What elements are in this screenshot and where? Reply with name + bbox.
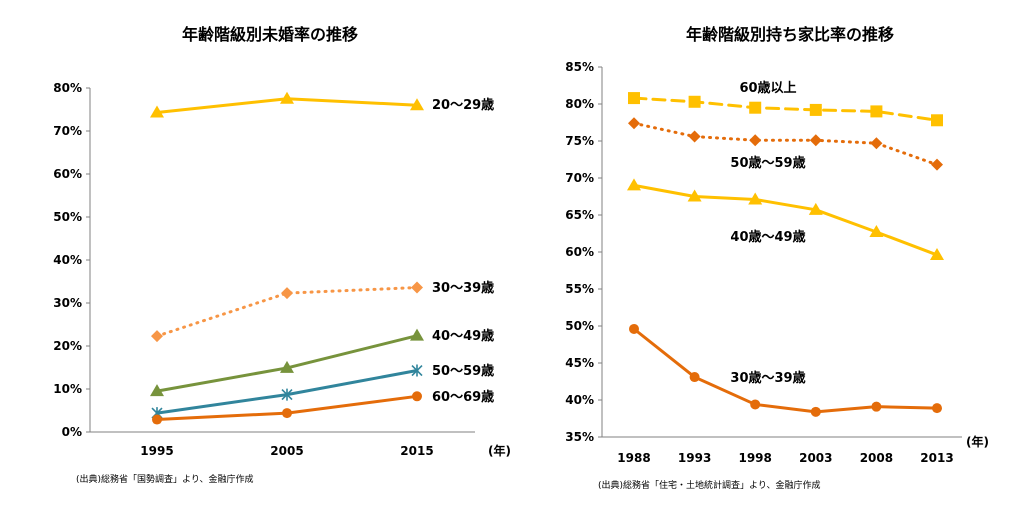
y-tick-label: 50% — [565, 319, 594, 333]
x-axis-unit: (年) — [488, 443, 511, 458]
marriage-rate-chart: 年齢階級別未婚率の推移 (出典)総務省「国勢調査」より、金融庁作成 (年) 0%… — [53, 25, 511, 485]
x-axis-unit: (年) — [966, 434, 989, 449]
series-line — [632, 96, 939, 122]
data-point — [688, 130, 701, 143]
y-tick-label: 70% — [565, 171, 594, 185]
series-line — [632, 121, 939, 167]
series-label: 30歳〜39歳 — [730, 370, 805, 386]
series-label: 20〜29歳 — [432, 97, 494, 113]
series-line — [155, 286, 419, 338]
data-point — [629, 323, 639, 334]
x-tick-label: 2013 — [920, 451, 953, 465]
series-1 — [150, 91, 424, 118]
data-point — [280, 91, 294, 104]
series-label: 40歳〜49歳 — [730, 229, 805, 245]
y-tick-label: 65% — [565, 208, 594, 222]
data-point — [627, 178, 641, 191]
data-point — [871, 401, 882, 412]
data-point — [870, 137, 883, 150]
y-tick-label: 45% — [565, 356, 594, 370]
data-point — [932, 403, 942, 414]
series-2 — [628, 117, 943, 171]
series-line — [632, 327, 939, 414]
data-point — [410, 328, 424, 341]
series-label: 30〜39歳 — [432, 280, 494, 296]
y-tick-label: 0% — [62, 425, 82, 439]
data-point — [688, 95, 701, 108]
y-tick-label: 80% — [53, 81, 82, 95]
data-point — [931, 114, 943, 127]
data-point — [748, 192, 763, 205]
x-tick-label: 2008 — [860, 451, 893, 465]
x-tick-label: 1998 — [738, 451, 771, 465]
series-3 — [627, 178, 944, 260]
data-point — [628, 92, 640, 105]
y-tick-label: 60% — [53, 167, 82, 181]
chart-source: (出典)総務省「住宅・土地統計調査」より、金融庁作成 — [598, 479, 820, 491]
x-tick-label: 1988 — [617, 451, 650, 465]
y-tick-label: 35% — [565, 430, 594, 444]
data-point — [280, 360, 294, 373]
series-label: 50歳〜59歳 — [730, 155, 805, 171]
data-point — [930, 247, 944, 260]
data-point — [281, 388, 293, 401]
data-point — [411, 364, 423, 377]
series-3 — [150, 328, 424, 397]
data-point — [749, 101, 762, 114]
y-tick-label: 50% — [53, 210, 82, 224]
chart-source: (出典)総務省「国勢調査」より、金融庁作成 — [76, 473, 253, 485]
series-line — [632, 183, 939, 257]
x-tick-label: 2003 — [799, 451, 832, 465]
chart-title: 年齢階級別未婚率の推移 — [182, 25, 358, 44]
data-point — [281, 287, 293, 300]
y-tick-label: 40% — [565, 393, 594, 407]
y-tick-label: 60% — [565, 245, 594, 259]
y-tick-label: 40% — [53, 253, 82, 267]
data-point — [808, 202, 823, 215]
y-tick-label: 20% — [53, 339, 82, 353]
x-tick-label: 2005 — [270, 444, 303, 458]
data-point — [150, 105, 164, 118]
x-tick-label: 1993 — [678, 451, 711, 465]
data-point — [749, 134, 762, 147]
data-point — [282, 408, 292, 419]
data-point — [809, 134, 822, 147]
y-tick-label: 80% — [565, 97, 594, 111]
data-point — [689, 372, 700, 383]
data-point — [931, 158, 943, 171]
data-point — [412, 391, 422, 402]
x-tick-label: 2015 — [400, 444, 433, 458]
data-point — [150, 384, 164, 397]
series-label: 60〜69歳 — [432, 389, 494, 405]
data-point — [870, 105, 883, 118]
data-point — [869, 225, 884, 238]
series-label: 50〜59歳 — [432, 363, 494, 379]
series-label: 40〜49歳 — [432, 328, 494, 344]
data-point — [151, 330, 163, 343]
y-tick-label: 75% — [565, 134, 594, 148]
series-4 — [629, 323, 942, 417]
y-tick-label: 85% — [565, 60, 594, 74]
data-point — [410, 98, 424, 111]
chart-title: 年齢階級別持ち家比率の推移 — [686, 25, 894, 44]
series-2 — [151, 281, 423, 343]
data-point — [687, 189, 702, 202]
y-tick-label: 55% — [565, 282, 594, 296]
home-ownership-chart: 年齢階級別持ち家比率の推移 (出典)総務省「住宅・土地統計調査」より、金融庁作成… — [565, 25, 989, 491]
data-point — [628, 117, 640, 130]
series-5 — [152, 391, 422, 425]
y-tick-label: 10% — [53, 382, 82, 396]
data-point — [750, 399, 761, 410]
series-1 — [628, 92, 943, 127]
data-point — [411, 281, 423, 294]
x-tick-label: 1995 — [140, 444, 173, 458]
data-point — [809, 103, 822, 116]
data-point — [810, 406, 821, 417]
y-tick-label: 30% — [53, 296, 82, 310]
y-tick-label: 70% — [53, 124, 82, 138]
series-label: 60歳以上 — [739, 80, 796, 96]
data-point — [152, 414, 162, 425]
